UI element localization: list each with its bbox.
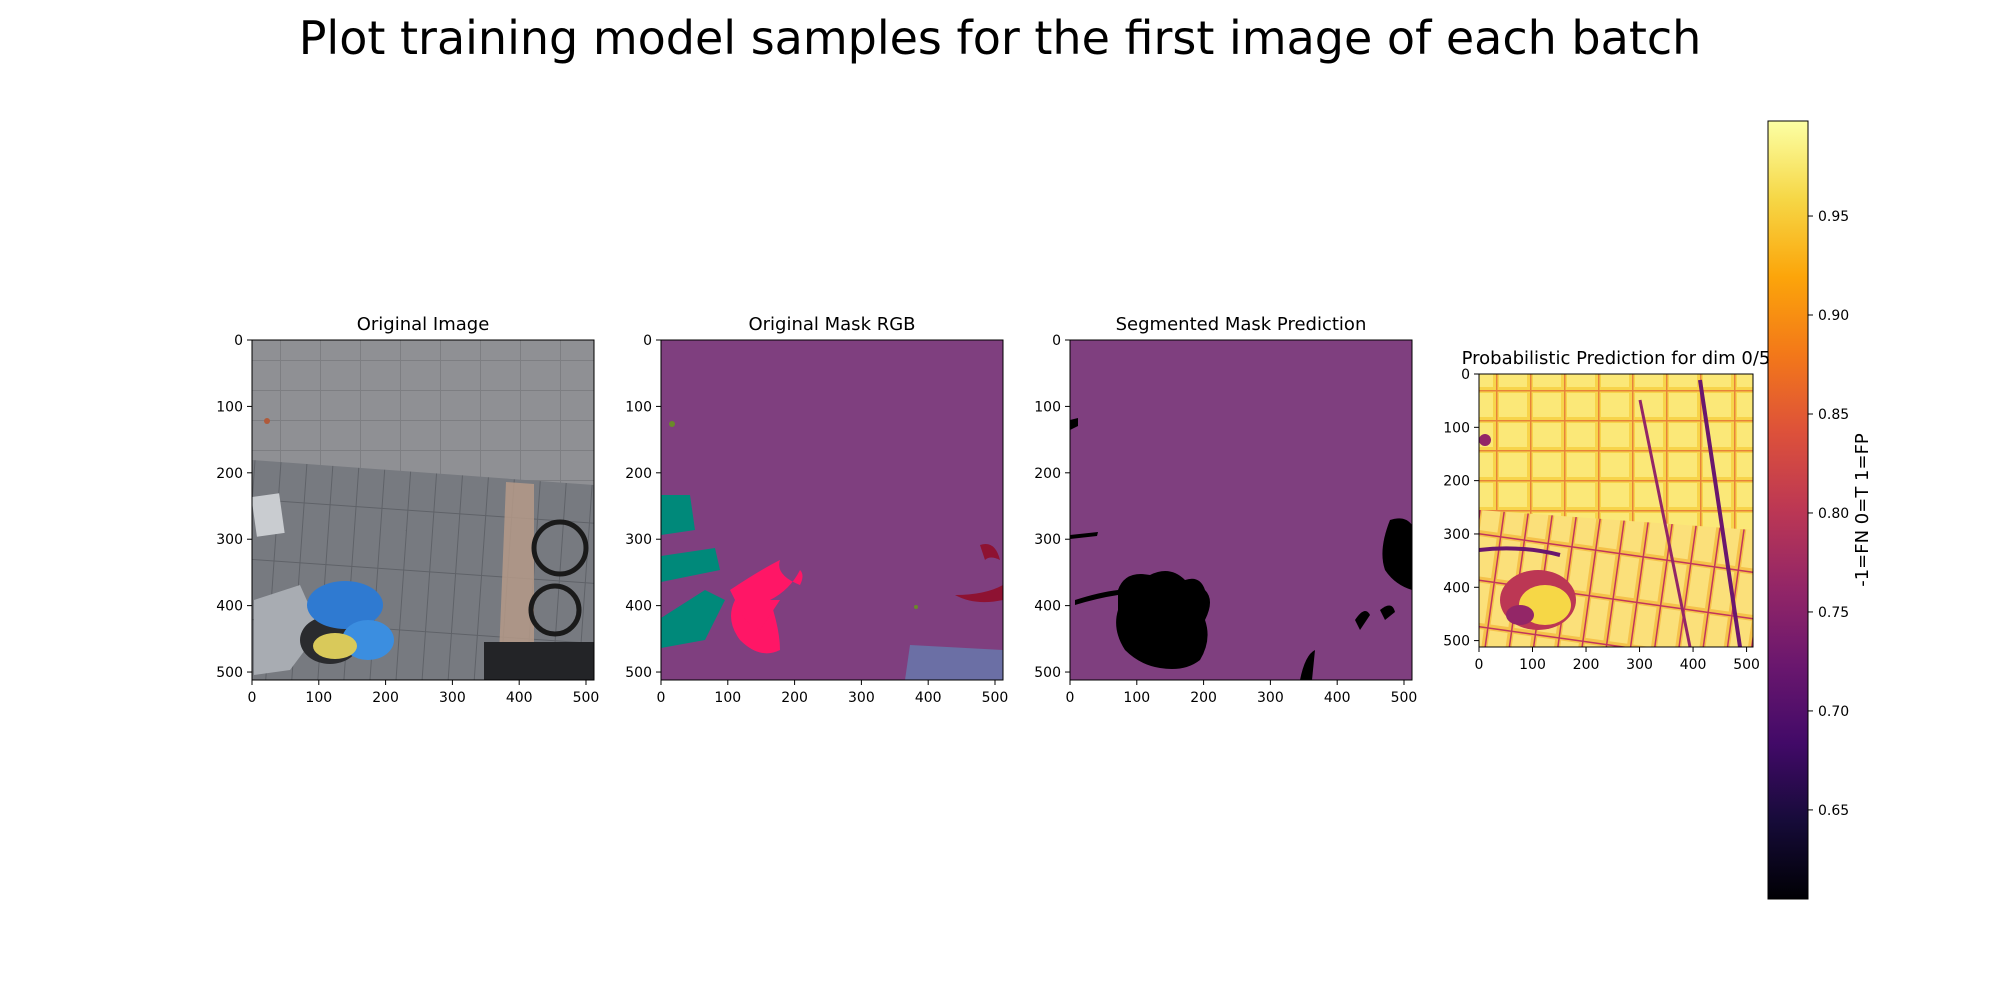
- x-tick-label: 200: [1190, 690, 1217, 706]
- x-tick-label: 400: [1324, 690, 1351, 706]
- x-tick-label: 0: [1475, 657, 1484, 673]
- y-tick-label: 100: [1034, 399, 1061, 415]
- x-tick-label: 100: [305, 690, 332, 706]
- x-tick-label: 500: [982, 690, 1009, 706]
- x-tick-label: 500: [1391, 690, 1418, 706]
- colorbar-tick-label: 0.70: [1818, 704, 1849, 720]
- y-tick-label: 500: [1034, 665, 1061, 681]
- colorbar-tick-label: 0.90: [1818, 308, 1849, 324]
- x-tick-label: 0: [1066, 690, 1075, 706]
- colorbar-tick-label: 0.85: [1818, 407, 1849, 423]
- figure-title: Plot training model samples for the firs…: [298, 11, 1702, 65]
- colorbar-tick-label: 0.75: [1818, 605, 1849, 621]
- x-tick-label: 300: [848, 690, 875, 706]
- y-tick-label: 400: [216, 599, 243, 615]
- colorbar-gradient: [1767, 120, 1809, 900]
- x-tick-label: 400: [1680, 657, 1707, 673]
- x-tick-label: 500: [1733, 657, 1760, 673]
- y-tick-label: 400: [1034, 599, 1061, 615]
- y-tick-label: 300: [216, 532, 243, 548]
- x-tick-label: 400: [506, 690, 533, 706]
- x-tick-label: 100: [1519, 657, 1546, 673]
- x-tick-label: 400: [915, 690, 942, 706]
- x-tick-label: 500: [573, 690, 600, 706]
- x-tick-label: 200: [1573, 657, 1600, 673]
- panel-title-1: Original Image: [357, 314, 490, 335]
- x-tick-label: 300: [1626, 657, 1653, 673]
- y-tick-label: 100: [1443, 420, 1470, 436]
- y-tick-label: 300: [1034, 532, 1061, 548]
- panel-title-2: Original Mask RGB: [748, 314, 915, 335]
- y-tick-label: 100: [625, 399, 652, 415]
- y-tick-label: 500: [1443, 634, 1470, 650]
- y-tick-label: 300: [625, 532, 652, 548]
- x-tick-label: 100: [1123, 690, 1150, 706]
- probabilistic-prediction-panel: [1478, 373, 1754, 648]
- y-tick-label: 400: [1443, 580, 1470, 596]
- y-tick-label: 200: [216, 466, 243, 482]
- original-mask-panel: [660, 339, 1004, 681]
- x-tick-label: 0: [248, 690, 257, 706]
- y-tick-label: 0: [1461, 367, 1470, 383]
- x-tick-label: 0: [657, 690, 666, 706]
- colorbar-tick-label: 0.95: [1818, 209, 1849, 225]
- x-tick-label: 100: [714, 690, 741, 706]
- x-tick-label: 300: [439, 690, 466, 706]
- y-tick-label: 500: [216, 665, 243, 681]
- y-tick-label: 100: [216, 399, 243, 415]
- y-tick-label: 200: [1443, 474, 1470, 490]
- colorbar-label: -1=FN 0=T 1=FP: [1852, 433, 1873, 587]
- colorbar-tick-label: 0.80: [1818, 506, 1849, 522]
- y-tick-label: 0: [643, 333, 652, 349]
- y-tick-label: 400: [625, 599, 652, 615]
- colorbar-tick-label: 0.65: [1818, 803, 1849, 819]
- x-tick-label: 300: [1257, 690, 1284, 706]
- y-tick-label: 500: [625, 665, 652, 681]
- y-tick-label: 300: [1443, 527, 1470, 543]
- y-tick-label: 0: [1052, 333, 1061, 349]
- y-tick-label: 200: [1034, 466, 1061, 482]
- segmented-prediction-panel: [1069, 339, 1413, 681]
- original-image-panel: [251, 339, 595, 681]
- colorbar: [1767, 120, 1809, 900]
- y-tick-label: 0: [234, 333, 243, 349]
- x-tick-label: 200: [781, 690, 808, 706]
- y-tick-label: 200: [625, 466, 652, 482]
- panel-title-3: Segmented Mask Prediction: [1116, 314, 1367, 335]
- x-tick-label: 200: [372, 690, 399, 706]
- panel-title-4: Probabilistic Prediction for dim 0/5: [1462, 348, 1771, 369]
